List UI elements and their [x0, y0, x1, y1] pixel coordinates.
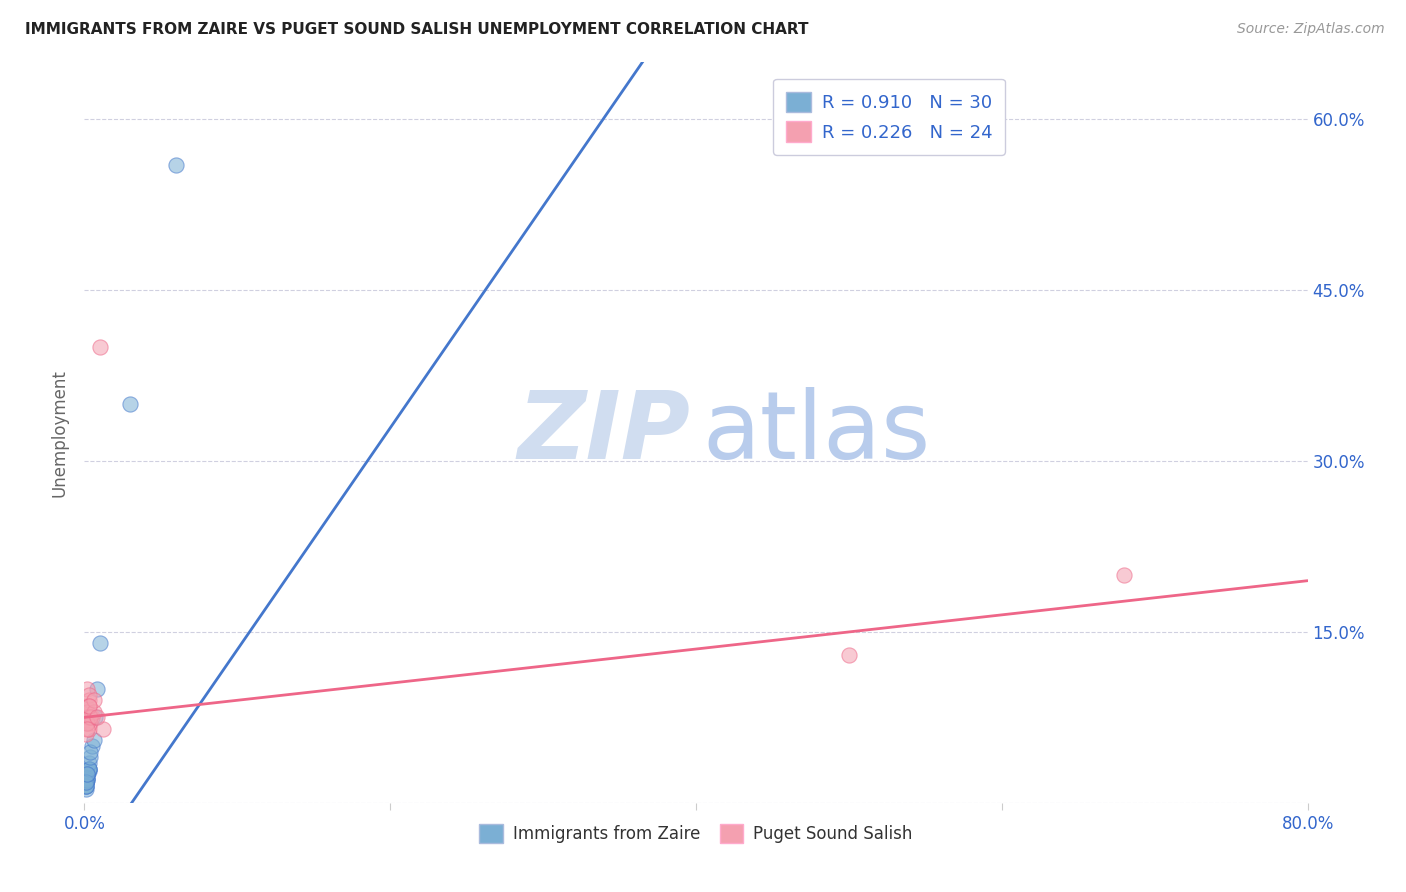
Point: [75, 727, 97, 741]
Point: [80, 710, 103, 724]
Point: [75, 779, 97, 793]
Point: [76, 772, 98, 787]
Point: [76, 767, 98, 781]
Point: [84, 710, 107, 724]
Point: [83, 733, 105, 747]
Point: [77, 693, 100, 707]
Point: [76, 710, 98, 724]
Legend: Immigrants from Zaire, Puget Sound Salish: Immigrants from Zaire, Puget Sound Salis…: [472, 817, 920, 850]
Point: [75, 772, 97, 787]
Point: [76, 722, 98, 736]
Point: [76, 681, 98, 696]
Point: [89, 340, 111, 354]
Point: [76, 772, 98, 787]
Point: [86, 710, 108, 724]
Text: atlas: atlas: [702, 386, 931, 479]
Text: ZIP: ZIP: [517, 386, 690, 479]
Point: [77, 764, 100, 778]
Point: [75, 779, 97, 793]
Point: [165, 158, 187, 172]
Point: [77, 762, 100, 776]
Point: [75, 779, 97, 793]
Point: [1114, 568, 1136, 582]
Point: [77, 688, 100, 702]
Point: [79, 750, 101, 764]
Point: [75, 775, 97, 789]
Point: [77, 698, 100, 713]
Text: Source: ZipAtlas.com: Source: ZipAtlas.com: [1237, 22, 1385, 37]
Point: [75, 716, 97, 731]
Point: [77, 756, 100, 770]
Y-axis label: Unemployment: Unemployment: [51, 368, 69, 497]
Point: [80, 739, 103, 753]
Point: [86, 681, 108, 696]
Point: [91, 722, 114, 736]
Point: [75, 698, 97, 713]
Point: [76, 716, 98, 731]
Point: [75, 782, 97, 797]
Point: [79, 745, 101, 759]
Point: [76, 710, 98, 724]
Point: [89, 636, 111, 650]
Point: [83, 705, 105, 719]
Point: [79, 716, 101, 731]
Point: [76, 771, 98, 785]
Point: [76, 767, 98, 781]
Point: [76, 771, 98, 785]
Point: [77, 762, 100, 776]
Point: [83, 693, 105, 707]
Point: [75, 775, 97, 789]
Point: [838, 648, 860, 662]
Point: [79, 710, 101, 724]
Point: [75, 775, 97, 789]
Point: [77, 762, 100, 776]
Point: [76, 705, 98, 719]
Point: [76, 767, 98, 781]
Text: IMMIGRANTS FROM ZAIRE VS PUGET SOUND SALISH UNEMPLOYMENT CORRELATION CHART: IMMIGRANTS FROM ZAIRE VS PUGET SOUND SAL…: [25, 22, 808, 37]
Point: [120, 397, 142, 411]
Point: [76, 767, 98, 781]
Point: [77, 698, 100, 713]
Point: [77, 722, 100, 736]
